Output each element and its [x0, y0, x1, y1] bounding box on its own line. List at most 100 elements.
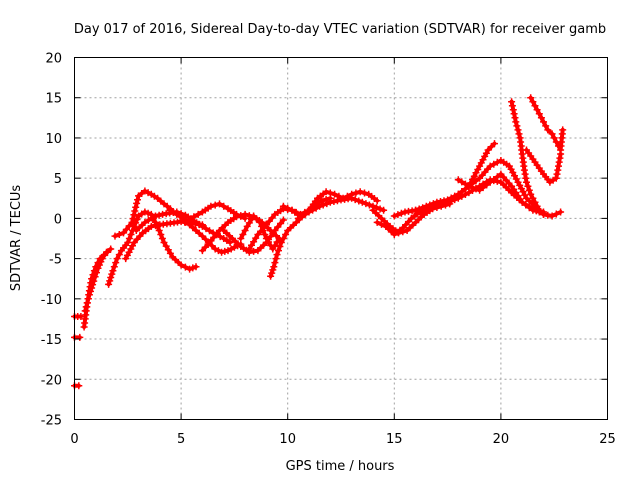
data-point-marker: [109, 267, 117, 275]
x-tick-label: 25: [599, 432, 616, 447]
data-point-marker: [221, 247, 229, 255]
data-point-marker: [277, 239, 285, 246]
data-point-marker: [486, 178, 494, 186]
data-point-marker: [152, 212, 159, 220]
data-point-marker: [557, 208, 565, 216]
data-point-marker: [491, 140, 498, 148]
data-point-marker: [542, 122, 550, 130]
data-point-marker: [469, 184, 476, 192]
data-point-marker: [319, 201, 327, 209]
data-point-marker: [233, 213, 240, 221]
data-point-marker: [508, 102, 516, 110]
data-point-marker: [548, 130, 556, 138]
data-point-marker: [239, 231, 247, 238]
data-point-marker: [355, 197, 363, 205]
data-point-marker: [272, 255, 280, 263]
data-point-marker: [124, 239, 132, 246]
data-point-marker: [373, 218, 381, 226]
data-point-marker: [316, 202, 324, 210]
data-point-marker: [273, 251, 281, 259]
data-point-marker: [486, 162, 494, 170]
data-point-marker: [544, 126, 552, 134]
series-layer: [71, 94, 567, 390]
data-point-marker: [524, 182, 532, 190]
x-axis-label: GPS time / hours: [286, 459, 395, 474]
data-point-marker: [323, 200, 331, 208]
data-point-marker: [90, 277, 98, 285]
data-point-marker: [82, 303, 90, 311]
y-tick-label: -20: [41, 373, 62, 388]
data-point-marker: [487, 143, 495, 151]
data-point-marker: [85, 291, 93, 299]
data-point-marker: [128, 218, 136, 226]
data-point-marker: [133, 199, 141, 207]
data-point-marker: [105, 280, 113, 288]
data-point-marker: [97, 258, 105, 266]
data-point-marker: [544, 211, 552, 219]
data-point-marker: [378, 220, 385, 228]
data-point-marker: [207, 202, 215, 210]
data-point-marker: [113, 255, 121, 263]
data-point-marker: [514, 126, 522, 134]
x-tick-label: 0: [70, 432, 78, 447]
data-point-marker: [510, 110, 518, 118]
data-point-marker: [348, 194, 356, 202]
data-point-marker: [288, 206, 296, 214]
data-point-marker: [458, 188, 466, 196]
data-point-marker: [493, 173, 501, 181]
data-point-marker: [206, 227, 213, 235]
data-point-marker: [479, 184, 487, 192]
data-point-marker: [380, 206, 388, 214]
data-point-marker: [512, 118, 520, 126]
data-point-marker: [88, 284, 96, 292]
data-point-marker: [107, 274, 115, 281]
data-point-marker: [361, 189, 368, 197]
data-point-marker: [318, 197, 326, 205]
data-point-marker: [531, 198, 539, 206]
data-point-marker: [134, 196, 141, 204]
data-point-marker: [509, 106, 517, 114]
data-point-marker: [106, 277, 114, 285]
data-point-marker: [237, 235, 245, 242]
data-point-marker: [131, 207, 139, 215]
data-point-marker: [83, 299, 91, 307]
data-point-marker: [529, 194, 537, 202]
data-point-marker: [93, 269, 100, 277]
data-point-marker: [513, 122, 521, 130]
data-point-marker: [553, 170, 561, 178]
data-point-marker: [91, 273, 99, 281]
data-point-marker: [535, 110, 543, 118]
data-point-marker: [107, 245, 115, 253]
data-point-marker: [429, 202, 437, 210]
data-point-marker: [275, 247, 282, 255]
y-axis-label: SDTVAR / TECUs: [9, 185, 24, 292]
data-point-marker: [535, 206, 543, 214]
data-point-marker: [84, 295, 92, 303]
y-tick-label: -10: [41, 293, 62, 308]
data-point-marker: [276, 243, 284, 250]
data-point-marker: [527, 94, 535, 102]
data-point-marker: [189, 264, 197, 272]
data-point-marker: [202, 235, 210, 243]
data-point-marker: [250, 238, 258, 246]
data-point-marker: [166, 249, 174, 257]
data-point-marker: [437, 200, 444, 208]
data-point-marker: [112, 259, 120, 267]
data-point-marker: [312, 204, 320, 212]
data-point-marker: [550, 134, 558, 142]
data-point-marker: [81, 307, 89, 315]
data-point-marker: [540, 210, 547, 218]
data-point-marker: [155, 211, 163, 219]
data-point-marker: [256, 218, 264, 226]
data-point-marker: [152, 222, 159, 230]
data-point-marker: [252, 234, 260, 242]
data-point-marker: [515, 130, 523, 138]
data-point-marker: [279, 216, 287, 224]
data-point-marker: [237, 212, 245, 220]
data-point-marker: [160, 239, 168, 246]
data-point-marker: [415, 206, 423, 213]
x-tick-label: 10: [279, 432, 296, 447]
data-point-marker: [472, 177, 480, 185]
data-point-marker: [298, 212, 306, 220]
data-point-marker: [531, 102, 539, 110]
